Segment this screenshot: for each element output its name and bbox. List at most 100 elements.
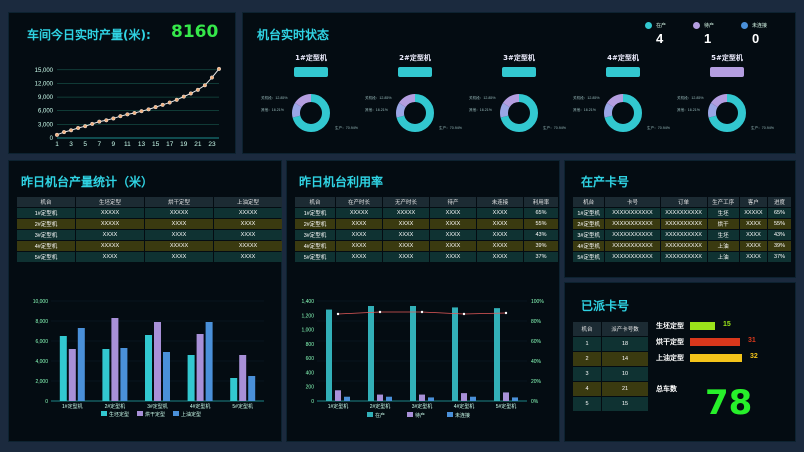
data-point [188, 91, 193, 96]
table-cell: XXXX [739, 230, 767, 240]
cards-title: 在产卡号 [581, 175, 630, 189]
table-cell: XXXX [336, 219, 382, 229]
header-cell: 机台 [573, 322, 601, 336]
table-cell: XXXXX [76, 219, 144, 229]
table-row: 2#定型机 XXXXX XXXX XXXX [17, 219, 282, 229]
donut-label: 其他：16.21% [469, 107, 493, 112]
table-cell: XXXX [214, 252, 282, 262]
header-cell: 生产工序 [707, 197, 739, 207]
header-cell: 未连接 [477, 197, 523, 207]
rate-point [420, 310, 424, 314]
utilization-title: 昨日机台利用率 [299, 175, 384, 189]
bar-生坯定型 [145, 335, 152, 401]
legend-label-2: 未连接 [752, 23, 768, 29]
table-cell: XXXX [145, 219, 213, 229]
data-point [160, 102, 165, 107]
table-cell: XXXXX [336, 208, 382, 218]
machine-name-1: 2#定型机 [399, 54, 431, 62]
table-cell: XXXX [739, 252, 767, 262]
donut-label: 其他：16.21% [365, 107, 389, 112]
cards-table: 机台 卡号 订单 生产工序 客户 进度 1#定型机 XXXXXXXXXXX XXXXXXXXXX… [572, 196, 792, 263]
donut-label: 关机段：12.85% [677, 95, 704, 100]
bar-上油定型 [205, 322, 213, 401]
y-tick-label: 6,000 [35, 339, 48, 345]
table-cell: 37% [767, 252, 791, 262]
machine-status-bar-4 [710, 67, 744, 77]
donut-segment-其他 [604, 94, 642, 132]
table-cell: XXXXX [76, 241, 144, 251]
header-cell: 无产时长 [383, 197, 429, 207]
dispatched-panel: 已派卡号 机台 派产卡号数 1 18 2 14 3 10 4 21 5 15 总车数 78 生坯定型 1… [564, 282, 796, 442]
data-point [139, 109, 144, 114]
table-row: 4#定型机 XXXX XXXX XXXX XXXX 39% [295, 241, 558, 251]
x-tick-label: 13 [138, 141, 146, 148]
table-cell: XXXX [336, 241, 382, 251]
y-tick-label: 4,000 [35, 359, 48, 365]
table-cell: XXXXX [76, 208, 144, 218]
bar-上油定型 [248, 376, 256, 401]
table-cell: 3 [573, 367, 601, 381]
machine-status-bar-1 [398, 67, 432, 77]
bar-未连接 [428, 397, 434, 401]
header-cell: 生坯定型 [76, 197, 144, 207]
table-cell: 21 [602, 382, 648, 396]
donut-segment-关机 [708, 94, 746, 132]
table-header-row: 机台 卡号 订单 生产工序 客户 进度 [573, 197, 791, 207]
table-row: 5#定型机 XXXX XXXX XXXX XXXX 37% [295, 252, 558, 262]
header-cell: 客户 [739, 197, 767, 207]
data-point [216, 66, 221, 71]
status-panel: 机台实时状态 在产 4 待产 1 未连接 0 1#定型机 关机段：12.85% 其他：16.21… [242, 12, 796, 154]
table-cell: 2#定型机 [17, 219, 75, 229]
table-cell: XXXX [214, 230, 282, 240]
x-tick-label: 3#定型机 [412, 403, 433, 410]
donut-segment-其他 [292, 94, 330, 132]
bar-在产 [326, 309, 332, 401]
x-tick-label: 15 [152, 141, 160, 148]
legend-swatch [407, 412, 413, 417]
table-cell: XXXXX [145, 241, 213, 251]
donut-label: 生产：70.94% [751, 125, 775, 130]
machine-donut-1: 关机段：12.85% 其他：16.21% 生产：70.94% [365, 94, 463, 132]
utilization-panel: 昨日机台利用率 机台 在产时长 无产时长 待产 未连接 利用率 1#定型机 XXXXX XXXX… [286, 160, 560, 442]
table-header-row: 机台 在产时长 无产时长 待产 未连接 利用率 [295, 197, 558, 207]
y2-tick-label: 80% [531, 319, 542, 325]
table-cell: 14 [602, 352, 648, 366]
legend-label: 未连接 [455, 412, 470, 419]
donut-label: 生产：70.94% [647, 125, 671, 130]
dispatched-table: 机台 派产卡号数 1 18 2 14 3 10 4 21 5 15 [572, 321, 649, 412]
y-tick-label: 400 [306, 370, 315, 376]
table-cell: XXXXXXXXXXX [605, 208, 660, 218]
header-cell: 机台 [573, 197, 605, 207]
donut-label: 其他：16.21% [573, 107, 597, 112]
table-row: 3#定型机 XXXXXXXXXXX XXXXXXXXXX 生坯 XXXX 43% [573, 230, 791, 240]
header-cell: 在产时长 [336, 197, 382, 207]
table-cell: 5#定型机 [17, 252, 75, 262]
y-tick-label: 1,000 [301, 328, 314, 334]
production-title: 车间今日实时产量(米): [27, 28, 151, 42]
data-point [195, 87, 200, 92]
bar-fill-0 [690, 322, 715, 330]
legend-label: 生坯定型 [109, 411, 129, 418]
machine-status-bar-3 [606, 67, 640, 77]
bar-生坯定型 [187, 355, 195, 401]
legend-dot-2 [741, 22, 748, 29]
table-cell: 4#定型机 [573, 241, 605, 251]
table-cell: 15 [602, 397, 648, 411]
output-bar-chart: 0 2,000 4,000 6,000 8,000 10,000 1#定型机 2#定型机 3#定… [33, 299, 264, 418]
table-cell: 5#定型机 [295, 252, 335, 262]
table-cell: 2 [573, 352, 601, 366]
y-tick-label: 200 [306, 385, 315, 391]
data-point [62, 130, 67, 135]
data-point [55, 132, 60, 137]
bar-生坯定型 [230, 378, 238, 401]
donut-segment-关机 [604, 94, 642, 132]
legend-swatch [367, 412, 373, 417]
y-tick-label: 12,000 [35, 81, 54, 87]
production-panel: 车间今日实时产量(米): 8160 0 3,000 6,000 9,000 12,000… [8, 12, 236, 154]
x-tick-label: 17 [166, 141, 174, 148]
table-cell: 37% [524, 252, 558, 262]
table-row: 1#定型机 XXXXX XXXXX XXXXX [17, 208, 282, 218]
table-row: 1 18 [573, 337, 648, 351]
table-cell: 2#定型机 [573, 219, 605, 229]
table-cell: XXXXXXXXXX [660, 252, 707, 262]
